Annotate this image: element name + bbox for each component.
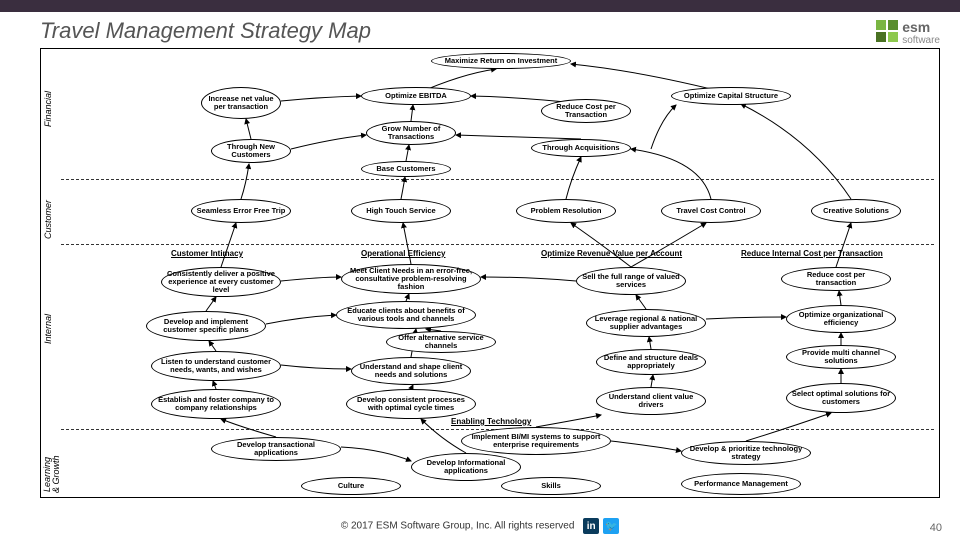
header: Travel Management Strategy Map esm softw… [0, 12, 960, 46]
slide-number: 40 [930, 522, 942, 534]
logo-text: esm [902, 19, 930, 35]
theme-label-i_lbl2: Operational Efficiency [361, 249, 445, 258]
strategy-node-f_acq: Through Acquisitions [531, 139, 631, 157]
strategy-node-i_lev: Leverage regional & national supplier ad… [586, 309, 706, 337]
perspective-financial: Financial [43, 79, 53, 139]
copyright: © 2017 ESM Software Group, Inc. All righ… [341, 521, 575, 532]
logo: esm software [876, 19, 940, 44]
strategy-node-i_devproc: Develop consistent processes with optima… [346, 389, 476, 419]
strategy-node-f_reduce: Reduce Cost per Transaction [541, 99, 631, 123]
strategy-node-i_redcost: Reduce cost per transaction [781, 267, 891, 291]
strategy-node-i_educ: Educate clients about benefits of variou… [336, 301, 476, 329]
divider [61, 244, 934, 245]
strategy-node-l_skills: Skills [501, 477, 601, 495]
strategy-node-f_base: Base Customers [361, 161, 451, 177]
theme-label-i_lbl1: Customer Intimacy [171, 249, 243, 258]
strategy-node-l_devpri: Develop & prioritize technology strategy [681, 441, 811, 465]
strategy-node-i_estab: Establish and foster company to company … [151, 389, 281, 419]
divider [61, 179, 934, 180]
strategy-node-c_seam: Seamless Error Free Trip [191, 199, 291, 223]
strategy-node-l_cult: Culture [301, 477, 401, 495]
theme-label-i_lbl3: Optimize Revenue Value per Account [541, 249, 682, 258]
strategy-node-i_meet: Meet Client Needs in an error-free, cons… [341, 264, 481, 294]
strategy-node-i_select: Select optimal solutions for customers [786, 383, 896, 413]
perspective-learning: Learning & Growth [43, 454, 61, 494]
strategy-node-c_high: High Touch Service [351, 199, 451, 223]
strategy-node-i_multi: Provide multi channel solutions [786, 345, 896, 369]
strategy-node-c_creat: Creative Solutions [811, 199, 901, 223]
strategy-node-i_dev: Develop and implement customer specific … [146, 311, 266, 341]
strategy-node-i_listen: Listen to understand customer needs, wan… [151, 351, 281, 381]
strategy-node-i_deliver: Consistently deliver a positive experien… [161, 267, 281, 297]
theme-label-i_lbl4: Reduce Internal Cost per Transaction [741, 249, 883, 258]
strategy-node-f_ebitda: Optimize EBITDA [361, 87, 471, 105]
top-strip [0, 0, 960, 12]
strategy-node-f_inc: Increase net value per transaction [201, 87, 281, 119]
strategy-node-l_impl: Implement BI/MI systems to support enter… [461, 427, 611, 455]
logo-icon [876, 20, 898, 42]
strategy-node-i_sell: Sell the full range of valued services [576, 267, 686, 295]
perspective-internal: Internal [43, 299, 53, 359]
strategy-node-f_cap: Optimize Capital Structure [671, 87, 791, 105]
twitter-icon[interactable]: 🐦 [603, 518, 619, 534]
strategy-node-c_prob: Problem Resolution [516, 199, 616, 223]
strategy-node-c_cost: Travel Cost Control [661, 199, 761, 223]
strategy-node-i_offer: Offer alternative service channels [386, 331, 496, 353]
strategy-node-i_optorg: Optimize organizational efficiency [786, 305, 896, 333]
strategy-node-f_new: Through New Customers [211, 139, 291, 163]
theme-label-l_enab: Enabling Technology [451, 417, 531, 426]
strategy-map: Financial Customer Internal Learning & G… [40, 48, 940, 498]
footer: © 2017 ESM Software Group, Inc. All righ… [0, 518, 960, 534]
strategy-node-l_devtr: Develop transactional applications [211, 437, 341, 461]
strategy-node-l_perf: Performance Management [681, 473, 801, 495]
strategy-node-i_uval: Understand client value drivers [596, 387, 706, 415]
strategy-node-l_devinfo: Develop Informational applications [411, 453, 521, 481]
logo-sub: software [902, 37, 940, 44]
strategy-node-i_under: Understand and shape client needs and so… [351, 357, 471, 385]
strategy-node-i_define: Define and structure deals appropriately [596, 349, 706, 375]
strategy-node-f_top: Maximize Return on Investment [431, 53, 571, 69]
strategy-node-f_grow: Grow Number of Transactions [366, 121, 456, 145]
perspective-customer: Customer [43, 199, 53, 239]
page-title: Travel Management Strategy Map [40, 18, 371, 44]
linkedin-icon[interactable]: in [583, 518, 599, 534]
